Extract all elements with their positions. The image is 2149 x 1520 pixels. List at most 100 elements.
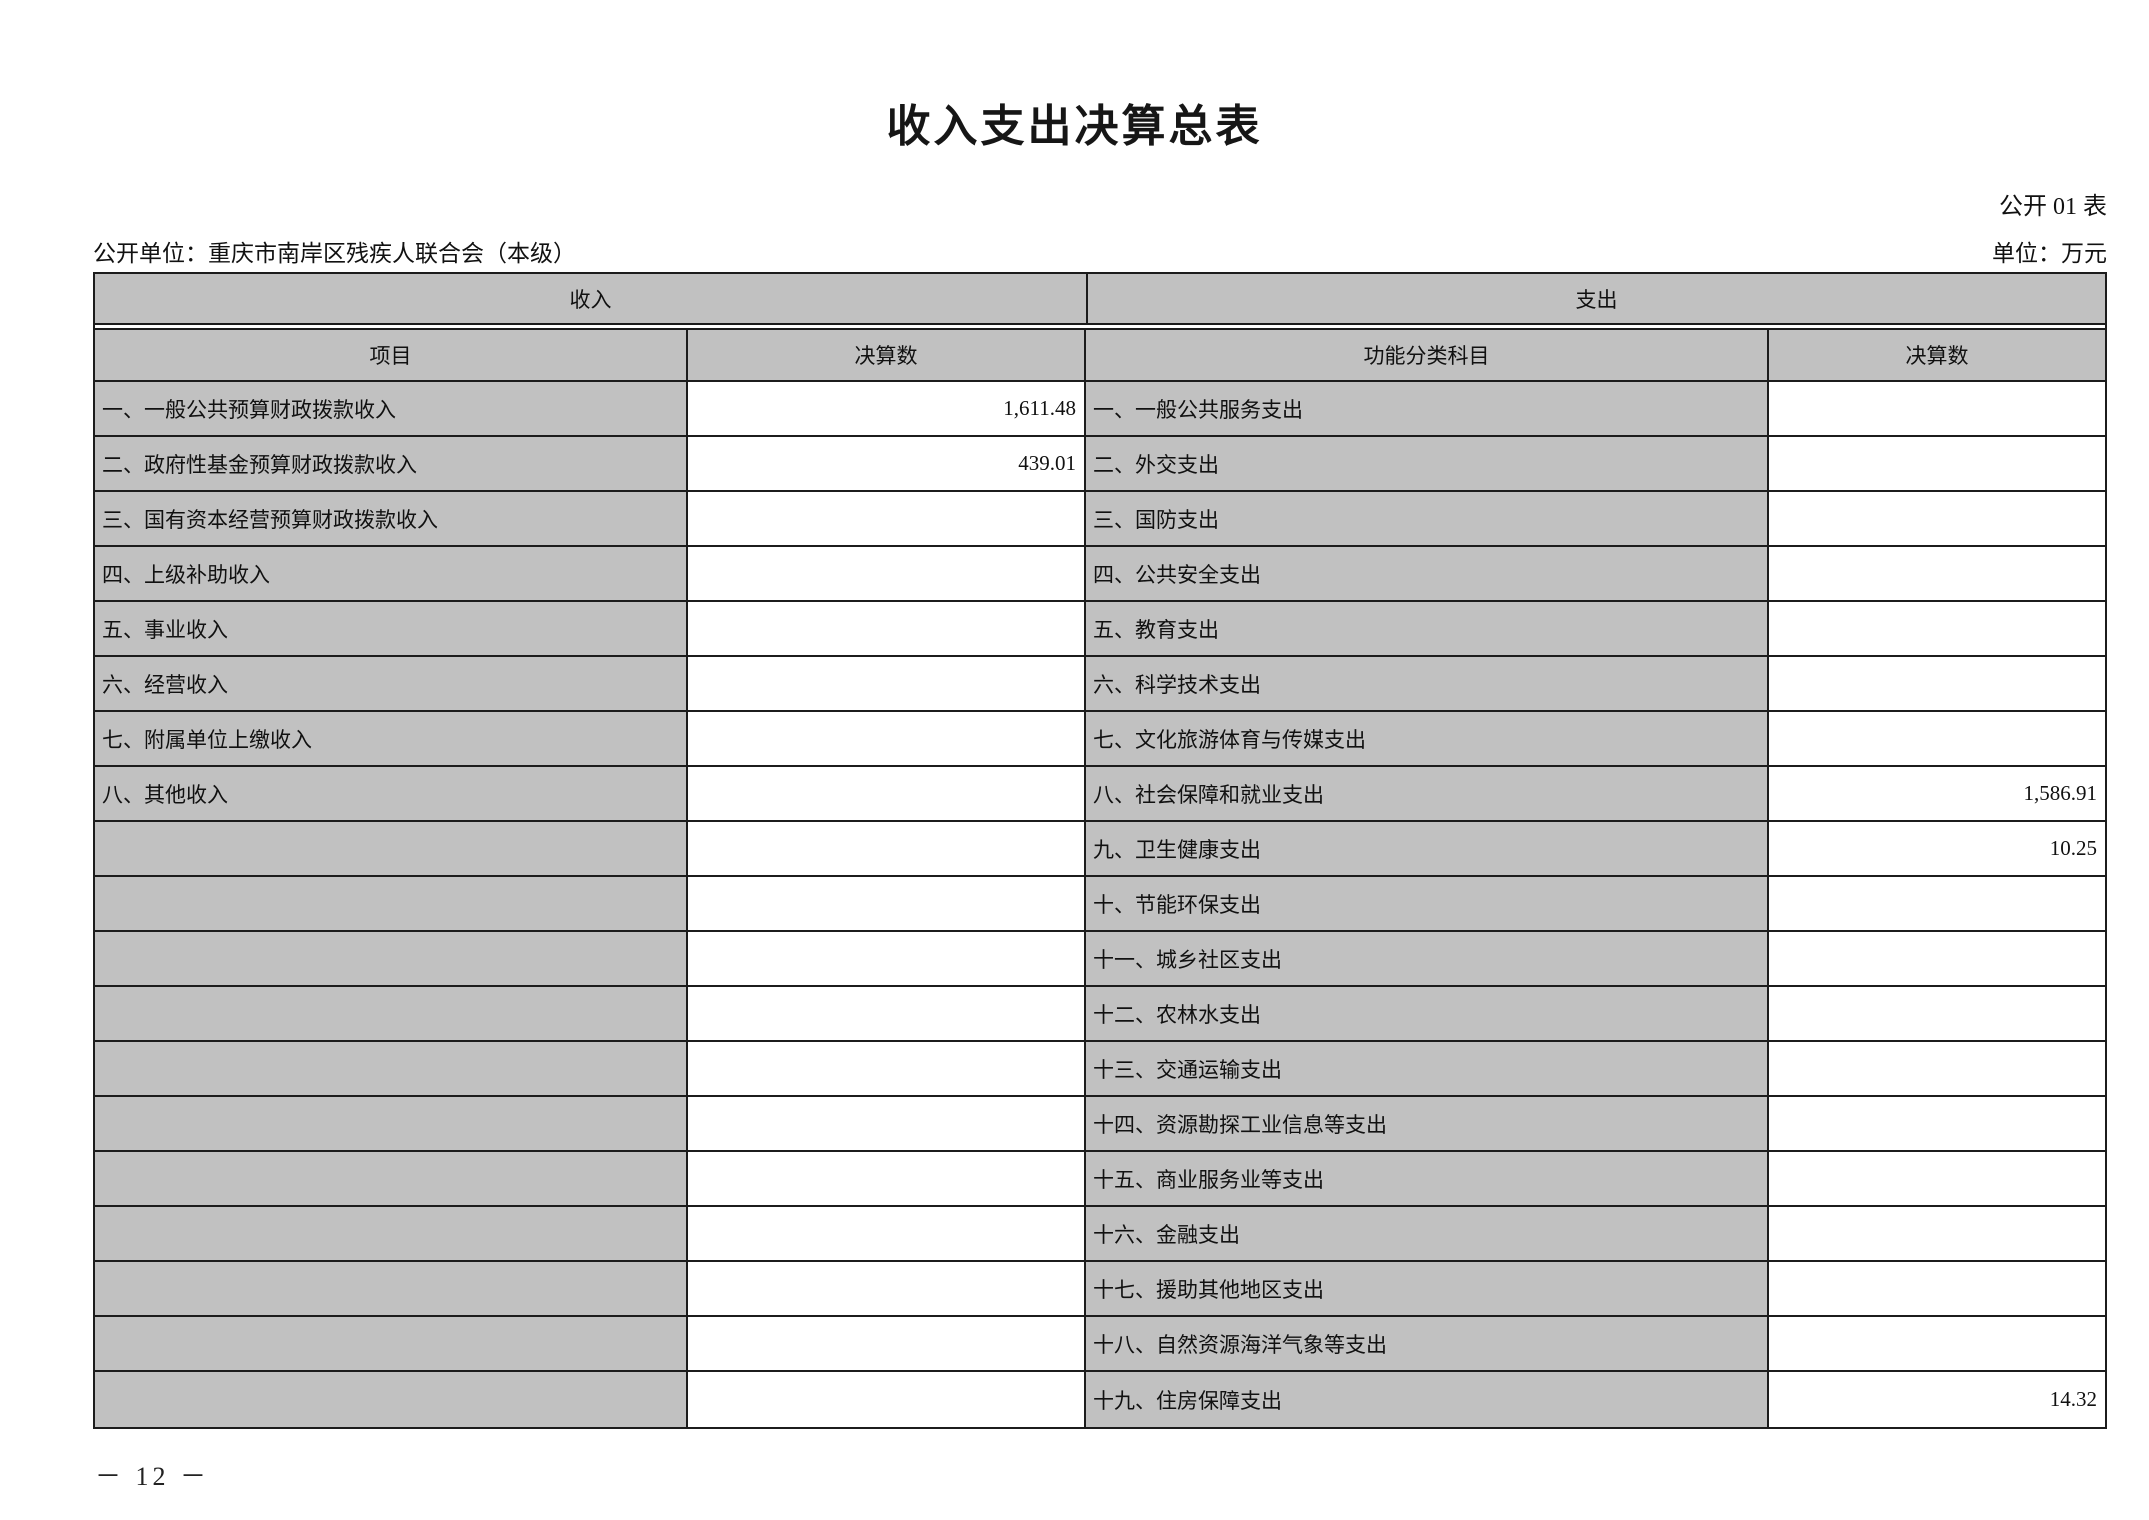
expense-value-cell — [1769, 712, 2105, 765]
expense-value-cell — [1769, 657, 2105, 710]
income-item-column-header: 项目 — [95, 330, 688, 380]
expense-item-cell: 十九、住房保障支出 — [1086, 1372, 1769, 1427]
expense-item-cell: 二、外交支出 — [1086, 437, 1769, 490]
income-value-cell — [688, 987, 1086, 1040]
income-value-cell — [688, 1097, 1086, 1150]
column-header-row: 项目 决算数 功能分类科目 决算数 — [95, 330, 2105, 382]
table-row: 四、上级补助收入 四、公共安全支出 — [95, 547, 2105, 602]
table-row: 十、节能环保支出 — [95, 877, 2105, 932]
expense-value-cell — [1769, 602, 2105, 655]
expense-value-cell: 1,586.91 — [1769, 767, 2105, 820]
income-item-cell: 五、事业收入 — [95, 602, 688, 655]
income-item-cell: 四、上级补助收入 — [95, 547, 688, 600]
income-section-header: 收入 — [95, 274, 1088, 323]
income-value-cell — [688, 1372, 1086, 1427]
expense-item-cell: 一、一般公共服务支出 — [1086, 382, 1769, 435]
expense-value-cell — [1769, 382, 2105, 435]
table-row: 十七、援助其他地区支出 — [95, 1262, 2105, 1317]
table-row: 十三、交通运输支出 — [95, 1042, 2105, 1097]
income-item-cell — [95, 1262, 688, 1315]
header-divider — [95, 323, 2105, 330]
income-item-cell: 六、经营收入 — [95, 657, 688, 710]
income-item-cell — [95, 987, 688, 1040]
income-value-cell — [688, 822, 1086, 875]
income-item-cell — [95, 822, 688, 875]
income-value-cell — [688, 602, 1086, 655]
income-item-cell — [95, 1042, 688, 1095]
table-row: 二、政府性基金预算财政拨款收入 439.01 二、外交支出 — [95, 437, 2105, 492]
expense-value-cell — [1769, 1207, 2105, 1260]
expense-value-cell — [1769, 1262, 2105, 1315]
expense-item-cell: 三、国防支出 — [1086, 492, 1769, 545]
section-header-row: 收入 支出 — [95, 274, 2105, 323]
page-number: － 12 － — [95, 1462, 211, 1491]
income-value-cell — [688, 767, 1086, 820]
expense-item-cell: 十、节能环保支出 — [1086, 877, 1769, 930]
page-title: 收入支出决算总表 — [886, 102, 1263, 151]
income-item-cell: 八、其他收入 — [95, 767, 688, 820]
table-row: 八、其他收入 八、社会保障和就业支出 1,586.91 — [95, 767, 2105, 822]
table-row: 十九、住房保障支出 14.32 — [95, 1372, 2105, 1427]
income-item-cell — [95, 932, 688, 985]
income-value-column-header: 决算数 — [688, 330, 1086, 380]
expense-value-cell — [1769, 1152, 2105, 1205]
expense-value-cell — [1769, 437, 2105, 490]
income-item-cell — [95, 1097, 688, 1150]
income-item-cell — [95, 877, 688, 930]
expense-value-cell — [1769, 547, 2105, 600]
expense-value-column-header: 决算数 — [1769, 330, 2105, 380]
income-value-cell — [688, 547, 1086, 600]
meta-line: 公开单位：重庆市南岸区残疾人联合会（本级） 单位：万元 — [93, 234, 2107, 268]
income-value-cell — [688, 1042, 1086, 1095]
expense-item-cell: 五、教育支出 — [1086, 602, 1769, 655]
expense-value-cell: 14.32 — [1769, 1372, 2105, 1427]
expense-item-cell: 七、文化旅游体育与传媒支出 — [1086, 712, 1769, 765]
table-row: 一、一般公共预算财政拨款收入 1,611.48 一、一般公共服务支出 — [95, 382, 2105, 437]
expense-value-cell — [1769, 1097, 2105, 1150]
table-row: 十五、商业服务业等支出 — [95, 1152, 2105, 1207]
table-code: 公开 01 表 — [1999, 194, 2107, 220]
income-item-cell: 三、国有资本经营预算财政拨款收入 — [95, 492, 688, 545]
expense-value-cell — [1769, 1317, 2105, 1370]
expense-item-cell: 十八、自然资源海洋气象等支出 — [1086, 1317, 1769, 1370]
income-value-cell — [688, 1207, 1086, 1260]
expense-item-cell: 十二、农林水支出 — [1086, 987, 1769, 1040]
expense-item-cell: 十七、援助其他地区支出 — [1086, 1262, 1769, 1315]
table-row: 三、国有资本经营预算财政拨款收入 三、国防支出 — [95, 492, 2105, 547]
income-value-cell — [688, 657, 1086, 710]
income-value-cell: 1,611.48 — [688, 382, 1086, 435]
table-row: 十一、城乡社区支出 — [95, 932, 2105, 987]
expense-item-cell: 十四、资源勘探工业信息等支出 — [1086, 1097, 1769, 1150]
expense-value-cell — [1769, 987, 2105, 1040]
expense-value-cell — [1769, 877, 2105, 930]
table-row: 十八、自然资源海洋气象等支出 — [95, 1317, 2105, 1372]
income-value-cell — [688, 1152, 1086, 1205]
income-item-cell — [95, 1207, 688, 1260]
income-value-cell — [688, 1262, 1086, 1315]
expense-value-cell — [1769, 932, 2105, 985]
income-item-cell — [95, 1317, 688, 1370]
expense-item-cell: 四、公共安全支出 — [1086, 547, 1769, 600]
expense-value-cell — [1769, 1042, 2105, 1095]
table-row: 十四、资源勘探工业信息等支出 — [95, 1097, 2105, 1152]
income-item-cell: 七、附属单位上缴收入 — [95, 712, 688, 765]
table-row: 十六、金融支出 — [95, 1207, 2105, 1262]
account-table: 收入 支出 项目 决算数 功能分类科目 决算数 一、一般公共预算财政拨款收入 1,… — [93, 272, 2107, 1429]
income-item-cell: 一、一般公共预算财政拨款收入 — [95, 382, 688, 435]
expense-item-cell: 九、卫生健康支出 — [1086, 822, 1769, 875]
expense-value-cell: 10.25 — [1769, 822, 2105, 875]
expense-item-cell: 十六、金融支出 — [1086, 1207, 1769, 1260]
expense-value-cell — [1769, 492, 2105, 545]
income-item-cell: 二、政府性基金预算财政拨款收入 — [95, 437, 688, 490]
expense-item-cell: 十一、城乡社区支出 — [1086, 932, 1769, 985]
publisher-label: 公开单位：重庆市南岸区残疾人联合会（本级） — [93, 241, 576, 266]
expense-item-column-header: 功能分类科目 — [1086, 330, 1769, 380]
unit-label: 单位：万元 — [1992, 241, 2107, 266]
table-row: 六、经营收入 六、科学技术支出 — [95, 657, 2105, 712]
table-row: 十二、农林水支出 — [95, 987, 2105, 1042]
income-value-cell — [688, 712, 1086, 765]
income-value-cell — [688, 932, 1086, 985]
expense-item-cell: 八、社会保障和就业支出 — [1086, 767, 1769, 820]
expense-item-cell: 十三、交通运输支出 — [1086, 1042, 1769, 1095]
